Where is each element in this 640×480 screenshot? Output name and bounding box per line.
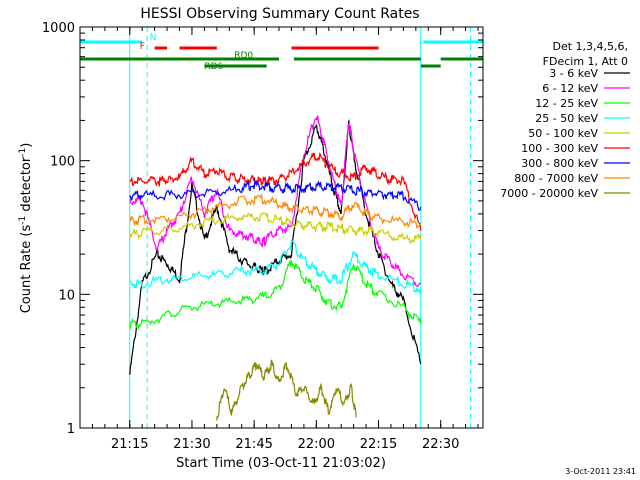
legend-label: 100 - 300 keV bbox=[521, 142, 598, 155]
x-tick-label: 22:00 bbox=[298, 437, 335, 452]
legend-label: 25 - 50 keV bbox=[535, 112, 598, 125]
y-axis-label-sup2: -1 bbox=[18, 148, 28, 157]
x-tick-label: 21:15 bbox=[111, 437, 148, 452]
legend-label: 3 - 6 keV bbox=[549, 67, 598, 80]
x-tick-label: 22:15 bbox=[360, 437, 397, 452]
y-axis-label-sup1: -1 bbox=[18, 216, 28, 225]
chart-title: HESSI Observing Summary Count Rates bbox=[140, 6, 419, 22]
series-line-6 bbox=[129, 178, 422, 211]
series-line-4 bbox=[129, 211, 422, 245]
y-tick-label: 100 bbox=[50, 155, 75, 170]
y-axis-label: Count Rate (s-1 detector-1) bbox=[18, 143, 34, 314]
legend-label: 6 - 12 keV bbox=[542, 82, 598, 95]
flag-label-rd6: RD6 bbox=[204, 62, 223, 72]
legend: Det 1,3,4,5,6, FDecim 1, Att 03 - 6 keV 6 … bbox=[500, 40, 630, 200]
flag-label-n: N bbox=[150, 33, 157, 43]
legend-label: 7000 - 20000 keV bbox=[500, 187, 598, 200]
timestamp: 3-Oct-2011 23:41 bbox=[565, 467, 636, 476]
legend-label: 300 - 800 keV bbox=[521, 157, 598, 170]
y-axis-label-mid: detector bbox=[19, 156, 34, 216]
x-tick-label: 22:30 bbox=[422, 437, 459, 452]
legend-label: 50 - 100 keV bbox=[528, 127, 598, 140]
legend-header-line: Det 1,3,4,5,6, bbox=[552, 40, 628, 53]
y-tick-label: 1 bbox=[67, 422, 75, 437]
y-tick-label: 10 bbox=[58, 288, 75, 303]
legend-label: 12 - 25 keV bbox=[535, 97, 598, 110]
x-tick-label: 21:45 bbox=[235, 437, 272, 452]
legend-header-line: FDecim 1, Att 0 bbox=[543, 55, 628, 68]
y-axis-label-main: Count Rate (s bbox=[19, 225, 34, 314]
plot-area: NF RD0 RD6 bbox=[80, 27, 483, 428]
x-tick-label: 21:30 bbox=[173, 437, 210, 452]
y-tick-label: 1000 bbox=[42, 21, 75, 36]
legend-label: 800 - 7000 keV bbox=[514, 172, 598, 185]
series-line-2 bbox=[129, 259, 422, 331]
series-line-8 bbox=[216, 359, 357, 421]
flag-label-f: F bbox=[140, 42, 145, 52]
axes: 21:15 21:30 21:45 22:00 22:15 22:30 1 10 100 1000 bbox=[42, 21, 483, 452]
x-axis-label: Start Time (03-Oct-11 21:03:02) bbox=[176, 456, 386, 471]
plot-frame bbox=[79, 26, 484, 429]
y-axis-label-end: ) bbox=[19, 143, 34, 148]
series-line-7 bbox=[129, 192, 421, 230]
series-line-3 bbox=[129, 239, 422, 295]
flag-label-rd0: RD0 bbox=[234, 51, 253, 61]
